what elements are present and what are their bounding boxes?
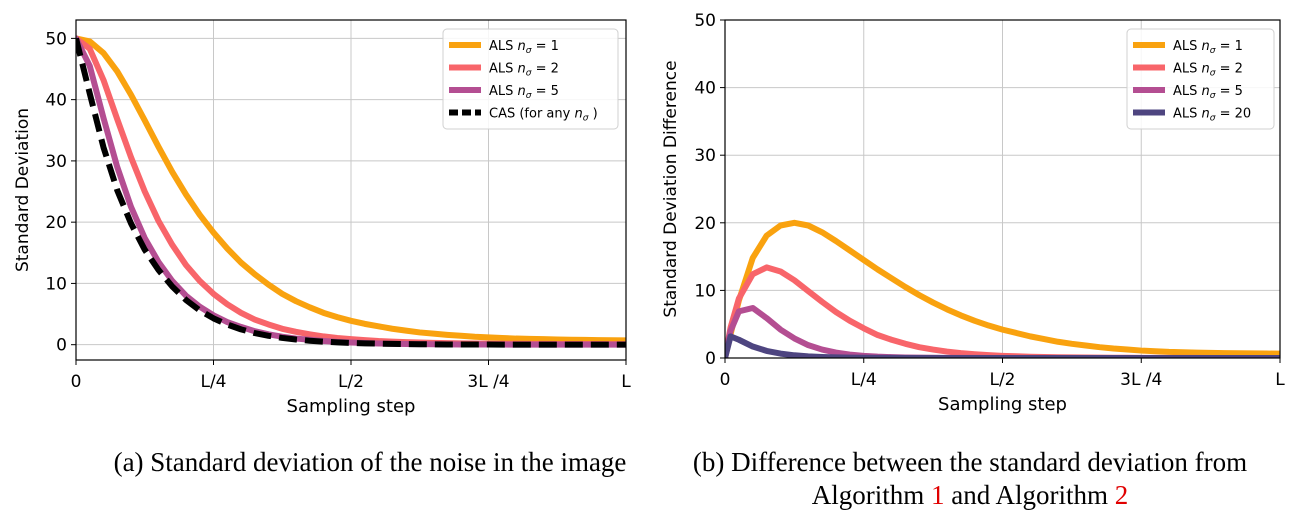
caption-b-line-2-mid: and Algorithm [944, 480, 1115, 510]
legend-label-suffix: = 2 [532, 62, 559, 77]
legend-label-suffix: = 5 [532, 84, 559, 99]
series-line-n20 [725, 333, 1280, 358]
y-axis-label: Standard Deviation Difference [661, 60, 681, 317]
y-tick-label-1: 10 [45, 274, 67, 294]
y-tick-label-5: 50 [694, 11, 716, 31]
series-group [76, 35, 626, 348]
legend-label-suffix: = 5 [1216, 84, 1243, 99]
legend-label-suffix: = 2 [1216, 62, 1243, 77]
legend-box [1126, 28, 1275, 130]
x-tick-label-2: L/2 [338, 372, 364, 392]
legend-n: n [1202, 39, 1210, 54]
legend-n: n [1202, 107, 1210, 122]
x-tick-label-4: L [621, 372, 631, 392]
legend-label-text: ALS [1173, 84, 1202, 99]
legend-label-suffix: ) [588, 107, 597, 122]
x-tick-label-3: 3L /4 [1120, 370, 1162, 390]
x-tick-label-3: 3L /4 [467, 372, 509, 392]
legend-box [442, 28, 619, 130]
legend-label-n1: ALS nσ = 1 [1173, 39, 1243, 56]
caption-a: (a) Standard deviation of the noise in t… [113, 447, 627, 477]
legend-label-suffix: = 1 [532, 39, 559, 54]
legend-n: n [518, 62, 526, 77]
legend-label-text: ALS [1173, 107, 1202, 122]
legend-label-n20: ALS nσ = 20 [1173, 107, 1251, 124]
legend-label-text: ALS [1173, 39, 1202, 54]
series-line-n5 [76, 35, 626, 348]
y-tick-label-0: 0 [705, 349, 716, 369]
legend-sigma: σ [1210, 91, 1216, 101]
y-tick-label-0: 0 [56, 336, 67, 356]
legend-n: n [518, 84, 526, 99]
legend-label-n1: ALS nσ = 1 [489, 39, 559, 56]
series-line-n1 [725, 219, 1280, 358]
legend-sigma: σ [1210, 46, 1216, 56]
caption-b-line-2-pre: Algorithm [811, 480, 931, 510]
legend-sigma: σ [1210, 69, 1216, 79]
legend-sigma: σ [526, 46, 532, 56]
legend-label-n5: ALS nσ = 5 [489, 84, 559, 101]
legend-label-text: ALS [1173, 62, 1202, 77]
legend-n: n [1202, 84, 1210, 99]
legend-label-suffix: = 20 [1216, 107, 1252, 122]
x-axis-label: Sampling step [938, 394, 1067, 415]
legend-label-n5: ALS nσ = 5 [1173, 84, 1243, 101]
legend-label-text: ALS [489, 84, 518, 99]
x-tick-label-4: L [1275, 370, 1285, 390]
x-tick-label-1: L/4 [851, 370, 877, 390]
legend-sigma: σ [526, 91, 532, 101]
y-tick-label-4: 40 [45, 91, 67, 111]
legend-n: n [574, 107, 582, 122]
y-tick-label-5: 50 [45, 29, 67, 49]
chart-a-standard-deviation: 0 L/4 L/2 3L /4 L 0 10 20 30 40 50 Sampling step Sta… [13, 19, 631, 417]
x-tick-label-1: L/4 [200, 372, 226, 392]
y-tick-label-2: 20 [694, 214, 716, 234]
x-tick-label-0: 0 [720, 370, 731, 390]
series-line-n1 [76, 35, 626, 344]
legend-n: n [518, 39, 526, 54]
legend-label-cas: CAS (for any nσ ) [489, 107, 598, 124]
y-tick-label-2: 20 [45, 213, 67, 233]
legend-sigma: σ [1210, 114, 1216, 124]
legend-sigma: σ [526, 69, 532, 79]
legend-label-n2: ALS nσ = 2 [1173, 62, 1243, 79]
y-tick-label-3: 30 [45, 152, 67, 172]
x-tick-label-0: 0 [71, 372, 82, 392]
x-tick-label-2: L/2 [989, 370, 1015, 390]
legend-label-text: CAS (for any [489, 107, 574, 122]
legend-label-text: ALS [489, 62, 518, 77]
caption-b-algorithm-ref-1[interactable]: 1 [931, 480, 945, 510]
legend-label-suffix: = 1 [1216, 39, 1243, 54]
legend-label-n2: ALS nσ = 2 [489, 62, 559, 79]
chart-b-standard-deviation-difference: 0 L/4 L/2 3L /4 L 0 10 20 30 40 50 Sampling step Sta… [661, 11, 1285, 415]
y-tick-label-4: 40 [694, 79, 716, 99]
legend-sigma: σ [583, 114, 589, 124]
caption-b-line-1: (b) Difference between the standard devi… [692, 447, 1248, 477]
series-line-cas [76, 37, 626, 348]
series-line-n5 [725, 304, 1280, 358]
x-axis-label: Sampling step [287, 396, 416, 417]
y-tick-label-1: 10 [694, 281, 716, 301]
legend-n: n [1202, 62, 1210, 77]
y-axis-label: Standard Deviation [13, 108, 33, 272]
caption-b-algorithm-ref-2[interactable]: 2 [1114, 480, 1129, 510]
y-tick-label-3: 30 [694, 146, 716, 166]
caption-b: (b) Difference between the standard devi… [640, 446, 1300, 512]
legend-label-text: ALS [489, 39, 518, 54]
